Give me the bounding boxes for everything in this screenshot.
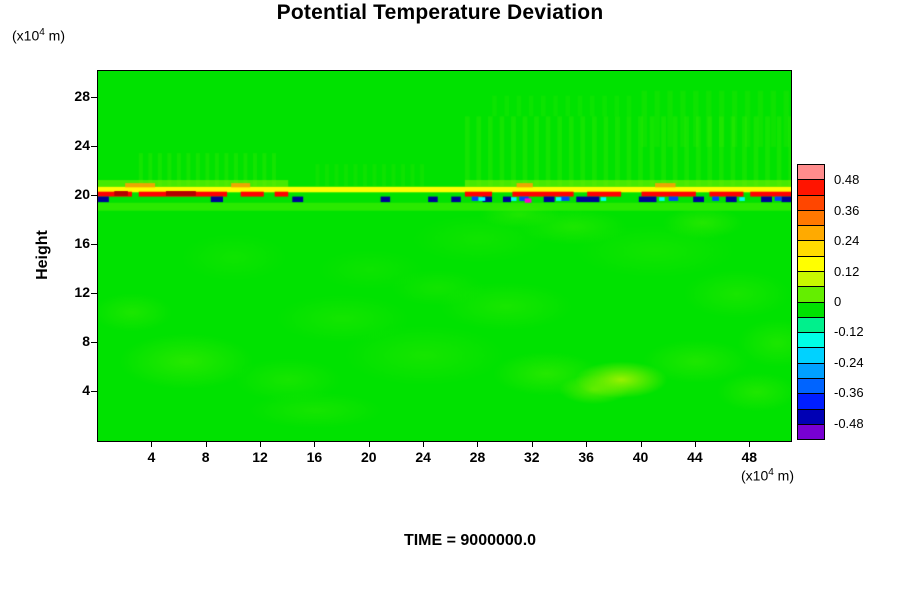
colorbar-tick-label: 0 [834, 294, 842, 309]
colorbar-tick-label: -0.24 [834, 354, 864, 370]
colorbar-segment [798, 165, 824, 180]
y-tick-mark [91, 145, 97, 147]
x-tick-label: 20 [360, 449, 377, 465]
y-tick-label: 16 [74, 234, 90, 251]
colorbar-segment [798, 301, 824, 317]
x-tick-label: 8 [201, 449, 210, 465]
x-tick-mark [640, 441, 642, 447]
colorbar-segment [798, 408, 824, 424]
y-tick-label: 24 [74, 136, 90, 153]
colorbar-tick-label: 0.24 [834, 233, 860, 249]
y-tick-label: 28 [74, 87, 90, 104]
x-tick-mark [260, 441, 262, 447]
y-tick-mark [91, 292, 97, 294]
x-tick-label: 16 [306, 449, 323, 465]
colorbar-tick-label: 0.48 [834, 172, 860, 188]
x-tick-mark [586, 441, 588, 447]
colorbar-segment [798, 393, 824, 409]
colorbar-tick-label: 0.36 [834, 202, 860, 218]
x-tick-label: 36 [578, 449, 594, 465]
y-tick-label: 4 [82, 381, 90, 398]
colorbar-segment [798, 423, 824, 440]
time-label: TIME = 9000000.0 [403, 532, 537, 549]
colorbar-segment [798, 270, 824, 287]
x-tick-mark [531, 441, 533, 447]
x-tick-mark [694, 441, 696, 447]
y-tick-label: 8 [82, 332, 90, 349]
x-tick-mark [749, 441, 751, 447]
x-axis-unit-label: (x104 m) [741, 467, 794, 484]
colorbar-segment [798, 377, 824, 394]
x-tick-mark [205, 441, 207, 447]
unit-suffix: m) [773, 467, 795, 484]
x-tick-label: 40 [632, 449, 649, 465]
y-tick-label: 12 [74, 283, 90, 300]
x-tick-mark [368, 441, 370, 447]
y-axis-unit-label: (x104 m) [12, 27, 65, 44]
colorbar-segment [798, 332, 824, 348]
field-canvas [98, 71, 791, 441]
colorbar-segment [798, 316, 824, 333]
x-tick-label: 4 [147, 449, 156, 465]
x-tick-label: 28 [469, 449, 486, 465]
unit-prefix: (x10 [741, 467, 769, 484]
y-tick-mark [91, 390, 97, 392]
unit-superscript: 4 [768, 467, 774, 478]
x-tick-label: 48 [741, 449, 758, 465]
colorbar-tick-label: -0.48 [834, 415, 864, 431]
y-tick-label: 20 [74, 185, 90, 202]
unit-superscript: 4 [39, 27, 45, 38]
x-tick-label: 44 [687, 449, 703, 465]
x-tick-mark [314, 441, 316, 447]
colorbar-segment [798, 362, 824, 378]
x-tick-label: 32 [524, 449, 540, 465]
y-axis-title: Height [33, 230, 51, 280]
x-tick-label: 24 [415, 449, 431, 465]
colorbar-segment [798, 255, 824, 271]
colorbar-tick-label: -0.36 [834, 385, 864, 401]
x-tick-mark [151, 441, 153, 447]
y-tick-mark [91, 96, 97, 98]
x-tick-mark [477, 441, 479, 447]
chart-title: Potential Temperature Deviation [276, 1, 604, 24]
colorbar-segment [798, 179, 824, 195]
x-tick-label: 12 [252, 449, 268, 465]
colorbar [797, 164, 825, 440]
y-tick-mark [91, 341, 97, 343]
unit-suffix: m) [44, 27, 66, 44]
unit-prefix: (x10 [12, 27, 40, 44]
y-tick-mark [91, 194, 97, 196]
colorbar-tick-label: -0.12 [834, 324, 864, 340]
colorbar-segment [798, 286, 824, 302]
colorbar-segment [798, 347, 824, 363]
colorbar-segment [798, 194, 824, 210]
colorbar-segment [798, 209, 824, 226]
y-tick-mark [91, 243, 97, 245]
x-tick-mark [423, 441, 425, 447]
colorbar-segment [798, 240, 824, 256]
colorbar-segment [798, 225, 824, 241]
colorbar-tick-label: 0.12 [834, 263, 860, 279]
plot-area [97, 70, 792, 442]
